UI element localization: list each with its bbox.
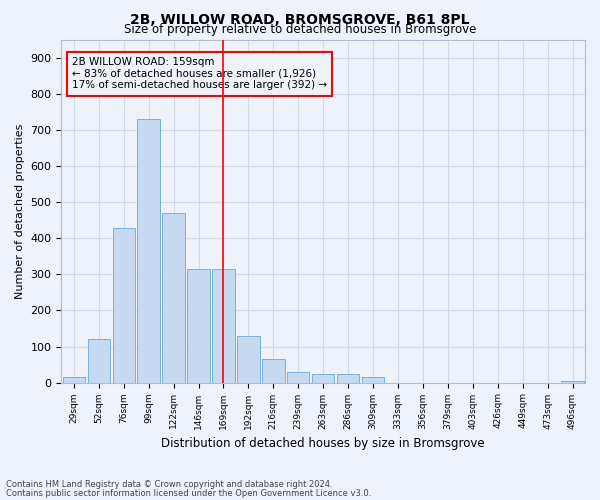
Bar [187,269,210,382]
Bar [113,228,135,382]
Y-axis label: Number of detached properties: Number of detached properties [15,124,25,299]
Bar [562,381,584,382]
Bar [163,213,185,382]
Text: Size of property relative to detached houses in Bromsgrove: Size of property relative to detached ho… [124,22,476,36]
Text: Contains public sector information licensed under the Open Government Licence v3: Contains public sector information licen… [6,488,371,498]
Bar [337,374,359,382]
Text: 2B WILLOW ROAD: 159sqm
← 83% of detached houses are smaller (1,926)
17% of semi-: 2B WILLOW ROAD: 159sqm ← 83% of detached… [72,57,327,90]
Bar [287,372,310,382]
Bar [62,377,85,382]
X-axis label: Distribution of detached houses by size in Bromsgrove: Distribution of detached houses by size … [161,437,485,450]
Bar [262,359,284,382]
Text: 2B, WILLOW ROAD, BROMSGROVE, B61 8PL: 2B, WILLOW ROAD, BROMSGROVE, B61 8PL [130,12,470,26]
Bar [137,120,160,382]
Bar [237,336,260,382]
Text: Contains HM Land Registry data © Crown copyright and database right 2024.: Contains HM Land Registry data © Crown c… [6,480,332,489]
Bar [88,340,110,382]
Bar [312,374,334,382]
Bar [362,377,384,382]
Bar [212,269,235,382]
